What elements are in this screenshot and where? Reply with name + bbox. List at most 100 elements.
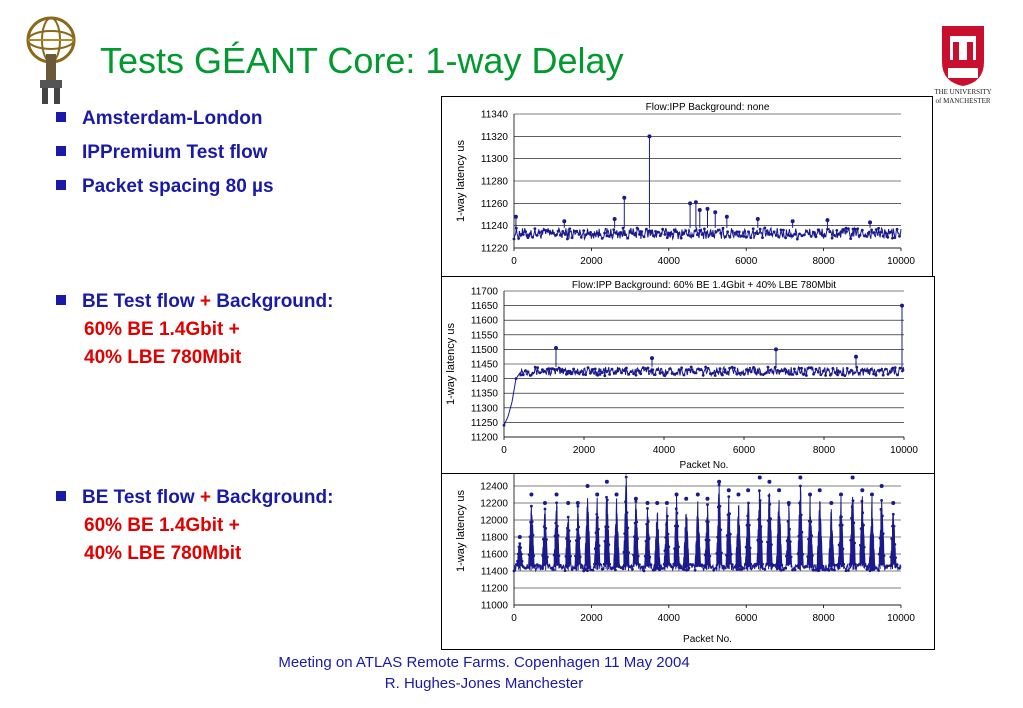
data-point	[545, 229, 548, 232]
data-point	[540, 230, 544, 233]
data-point	[725, 534, 729, 537]
peak-point	[767, 479, 772, 484]
data-point	[812, 230, 815, 234]
y-tick-label: 11450	[471, 360, 499, 371]
data-point	[730, 229, 734, 233]
data-point	[545, 555, 549, 559]
data-point	[805, 564, 808, 568]
data-point	[542, 228, 546, 232]
data-point	[793, 367, 796, 371]
data-point	[795, 372, 799, 376]
data-point	[844, 569, 848, 572]
series-points	[512, 134, 902, 242]
data-point	[624, 233, 627, 237]
data-point	[600, 567, 604, 571]
data-point	[673, 547, 676, 550]
data-point	[817, 370, 820, 374]
data-point	[821, 568, 825, 571]
data-point	[512, 569, 516, 573]
data-point	[884, 367, 887, 371]
data-point	[723, 235, 727, 239]
data-point	[516, 552, 520, 556]
data-point	[819, 373, 823, 377]
data-point	[643, 554, 647, 558]
data-point	[814, 367, 818, 371]
data-point	[891, 236, 894, 240]
data-point	[859, 543, 862, 547]
data-point	[647, 537, 651, 541]
data-point	[524, 369, 527, 373]
peak-point	[674, 492, 679, 497]
data-point	[526, 566, 530, 569]
peak-point	[655, 501, 660, 505]
data-point	[535, 233, 539, 237]
data-point	[532, 554, 536, 558]
data-point	[554, 521, 558, 525]
data-point	[512, 237, 516, 241]
data-point	[663, 233, 667, 236]
data-point	[742, 235, 746, 238]
data-point	[646, 366, 650, 370]
x-tick-label: 8000	[813, 445, 836, 456]
data-point	[560, 370, 563, 373]
data-point	[767, 494, 771, 498]
data-point	[824, 374, 827, 377]
data-point	[579, 563, 583, 567]
peak-point	[850, 475, 855, 480]
y-tick-label: 11300	[471, 403, 499, 414]
data-point	[568, 227, 572, 231]
data-point	[739, 568, 743, 571]
data-point	[747, 368, 751, 372]
data-point	[768, 502, 772, 506]
data-point	[589, 568, 592, 572]
data-point	[892, 524, 896, 528]
data-point	[556, 229, 560, 233]
data-point	[735, 230, 739, 234]
data-point	[575, 229, 579, 233]
data-point	[540, 566, 544, 570]
data-point	[860, 368, 863, 372]
data-point	[633, 535, 636, 538]
data-point	[664, 536, 668, 539]
data-point	[805, 374, 808, 377]
data-point	[893, 236, 897, 240]
data-point	[819, 563, 823, 567]
peak-point	[746, 488, 751, 493]
data-point	[631, 232, 634, 235]
data-point	[770, 232, 774, 236]
data-point	[579, 235, 583, 239]
data-point	[646, 507, 649, 510]
data-point	[785, 370, 789, 374]
data-point	[563, 233, 567, 236]
y-tick-label: 11000	[481, 601, 509, 612]
data-point	[890, 537, 894, 540]
data-point	[744, 235, 748, 239]
data-point	[849, 538, 853, 542]
data-point	[518, 542, 522, 545]
spike-point	[697, 208, 702, 213]
data-point	[842, 228, 846, 231]
x-tick-label: 6000	[733, 445, 756, 456]
spike-point	[755, 216, 760, 221]
y-tick-label: 11650	[471, 301, 499, 312]
data-point	[570, 568, 574, 571]
series-points	[512, 470, 902, 573]
data-point	[661, 567, 664, 570]
data-point	[654, 230, 657, 233]
peak-point	[798, 475, 803, 480]
data-point	[863, 234, 866, 238]
data-point	[800, 530, 804, 534]
data-point	[786, 520, 790, 523]
x-axis-label: Packet No.	[683, 634, 732, 645]
data-point	[598, 562, 602, 566]
data-point	[679, 566, 683, 570]
x-axis-label: Packet No.	[680, 460, 729, 471]
data-point	[853, 371, 856, 375]
peak-point	[695, 492, 700, 497]
data-point	[686, 233, 690, 237]
data-point	[865, 568, 869, 571]
data-point	[639, 372, 643, 376]
data-point	[806, 555, 810, 558]
data-point	[665, 236, 669, 240]
data-point	[837, 232, 841, 236]
